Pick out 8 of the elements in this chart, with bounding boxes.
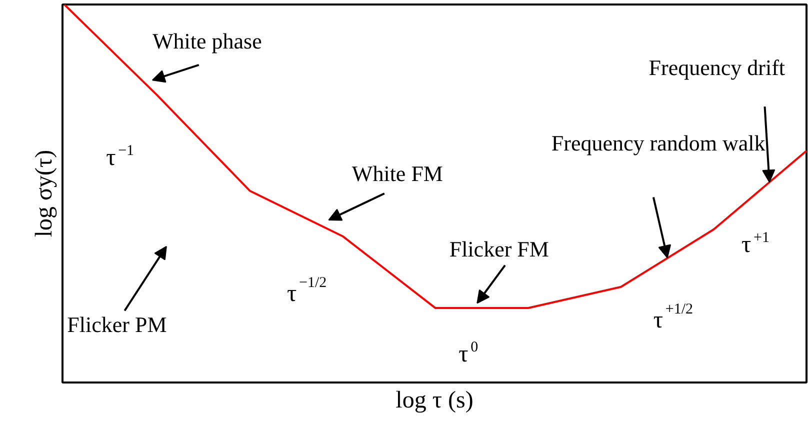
annotation: Flicker PM <box>67 312 167 338</box>
y-axis-title: log σy(τ) <box>32 150 58 238</box>
x-axis-title: log τ (s) <box>396 388 474 414</box>
annotation: Frequency random walk <box>551 130 766 156</box>
annotation: White FM <box>352 160 443 186</box>
annotation: White phase <box>152 28 262 54</box>
annotation: Frequency drift <box>648 55 786 80</box>
annotation: Flicker FM <box>449 236 549 262</box>
